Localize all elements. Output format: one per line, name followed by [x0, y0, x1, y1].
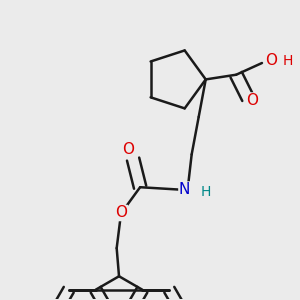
Text: H: H — [283, 54, 293, 68]
Text: O: O — [247, 93, 259, 108]
Text: N: N — [179, 182, 190, 197]
Text: O: O — [265, 53, 277, 68]
Text: H: H — [200, 185, 211, 199]
Text: O: O — [116, 206, 128, 220]
Text: O: O — [122, 142, 134, 157]
